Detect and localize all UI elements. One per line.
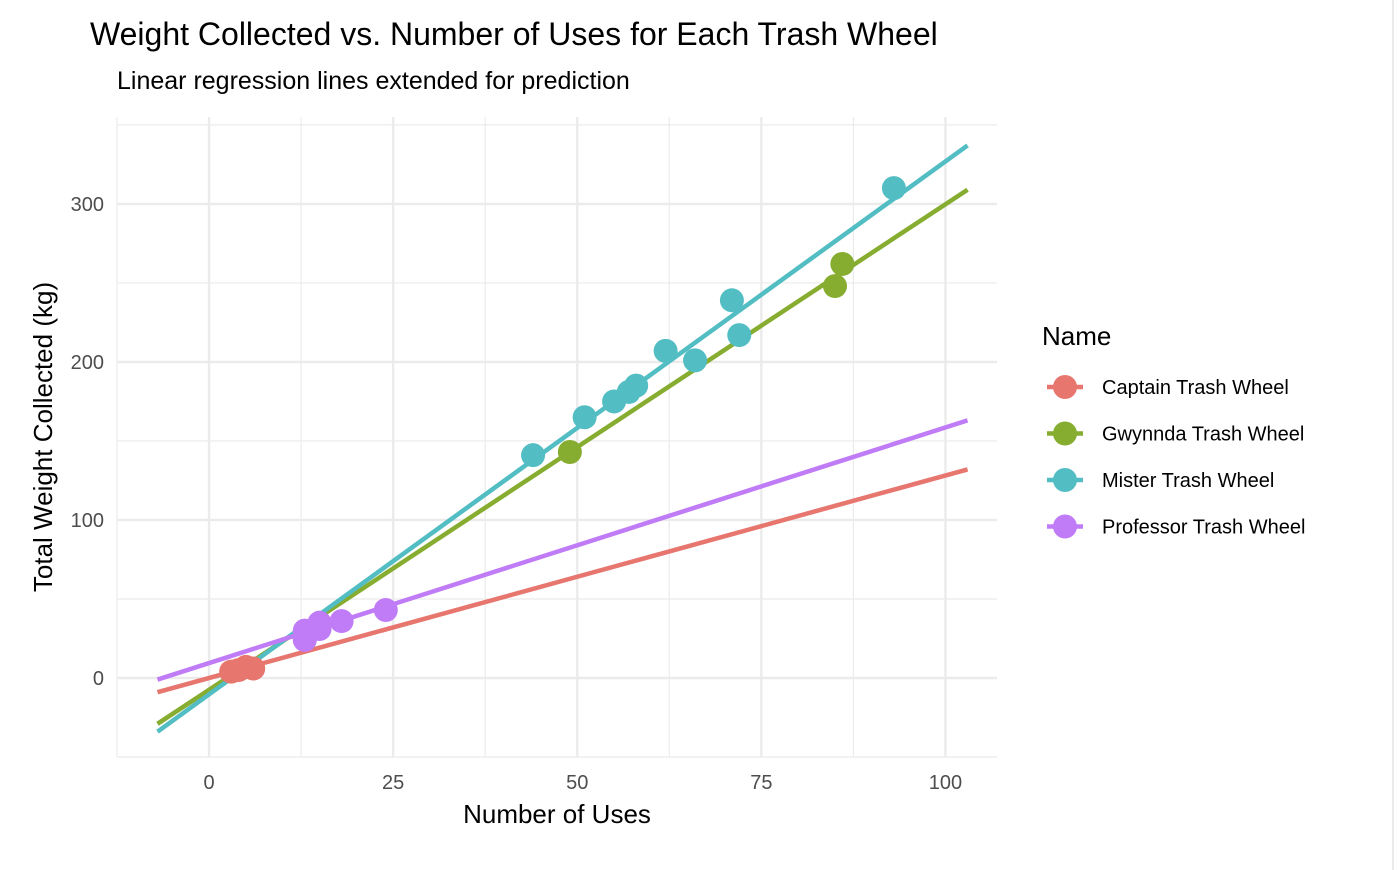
data-point [572,405,597,430]
data-point [373,598,398,623]
data-point [557,440,582,465]
y-axis-label: Total Weight Collected (kg) [28,282,58,592]
data-point [624,373,649,398]
legend-point-key [1053,375,1077,399]
data-point [307,610,332,635]
x-tick-label: 50 [566,772,588,794]
grid-major [117,117,997,757]
legend-label: Gwynnda Trash Wheel [1102,424,1304,446]
regression-lines [156,143,969,734]
data-point [521,443,546,468]
y-tick-label: 300 [71,194,104,216]
legend: Name Captain Trash Wheel Gwynnda Trash Wh… [1042,321,1305,539]
regression-line [156,467,969,695]
x-tick-label: 0 [203,772,214,794]
data-point [727,323,752,348]
data-point [653,338,678,363]
data-point [329,609,354,634]
data-point [822,274,847,299]
regression-line [156,143,969,734]
x-axis-ticks: 0 25 50 75 100 [203,772,962,794]
data-points [219,176,906,684]
data-point [881,176,906,201]
legend-point-key [1053,514,1077,539]
x-tick-label: 25 [382,772,404,794]
legend-item: Professor Trash Wheel [1047,514,1305,539]
x-tick-label: 100 [929,772,962,794]
x-axis-label: Number of Uses [463,799,651,829]
x-tick-label: 75 [750,772,772,794]
y-tick-label: 0 [93,668,104,690]
legend-items: Captain Trash Wheel Gwynnda Trash Wheel Mi… [1047,375,1305,539]
window-edge [1392,0,1394,870]
chart-subtitle: Linear regression lines extended for pre… [117,67,630,95]
legend-item: Gwynnda Trash Wheel [1047,421,1304,446]
regression-line [156,418,969,682]
legend-title: Name [1042,321,1111,351]
legend-label: Professor Trash Wheel [1102,517,1305,539]
data-point [241,656,266,681]
data-point [683,348,708,373]
legend-point-key [1053,421,1077,446]
y-tick-label: 200 [71,352,104,374]
legend-item: Captain Trash Wheel [1047,375,1289,399]
legend-label: Captain Trash Wheel [1102,377,1289,399]
legend-label: Mister Trash Wheel [1102,470,1274,492]
chart-title: Weight Collected vs. Number of Uses for … [90,16,938,52]
data-point [719,288,744,313]
y-tick-label: 100 [71,510,104,532]
data-point [830,251,855,276]
y-axis-ticks: 0 100 200 300 [71,194,104,690]
legend-point-key [1053,468,1077,492]
legend-item: Mister Trash Wheel [1047,468,1274,492]
